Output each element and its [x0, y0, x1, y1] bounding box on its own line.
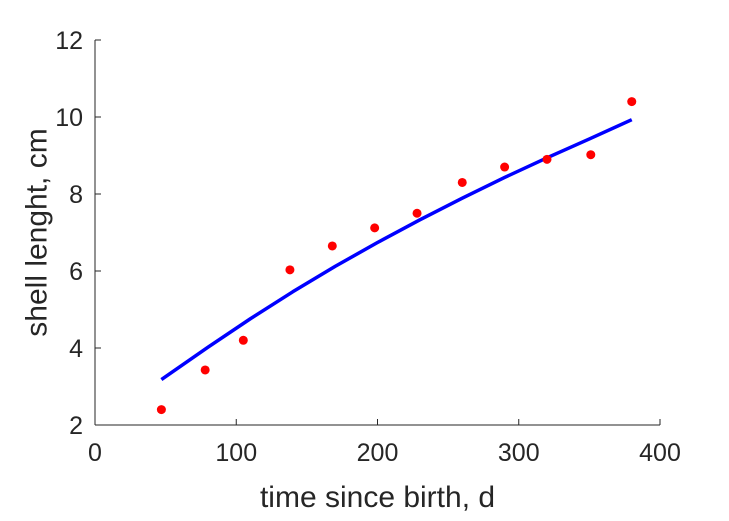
data-point [238, 335, 248, 345]
data-point [285, 265, 295, 275]
series [156, 97, 637, 415]
x-tick-label: 300 [498, 439, 540, 467]
ticks [94, 39, 661, 426]
data-point [457, 177, 467, 187]
data-point [156, 405, 166, 415]
data-point [327, 241, 337, 251]
y-tick-label: 2 [69, 412, 83, 440]
data-point [627, 97, 637, 107]
data-point [500, 162, 510, 172]
y-tick-label: 6 [69, 258, 83, 286]
y-axis-label: shell lenght, cm [21, 128, 54, 336]
x-tick-label: 0 [88, 439, 102, 467]
x-tick-label: 400 [639, 439, 681, 467]
data-point [370, 223, 380, 233]
data-point [586, 150, 596, 160]
x-tick-label: 200 [357, 439, 399, 467]
x-axis-label: time since birth, d [260, 481, 495, 514]
y-tick-label: 10 [55, 104, 83, 132]
data-point [412, 208, 422, 218]
y-tick-label: 4 [69, 335, 83, 363]
fit-curve [160, 118, 633, 382]
y-tick-label: 12 [55, 27, 83, 55]
data-point [200, 365, 210, 375]
y-tick-label: 8 [69, 181, 83, 209]
data-point [542, 154, 552, 164]
tick-labels: 0 100 200 300 400 2 4 6 8 10 12 [55, 27, 681, 467]
x-tick-label: 100 [215, 439, 257, 467]
